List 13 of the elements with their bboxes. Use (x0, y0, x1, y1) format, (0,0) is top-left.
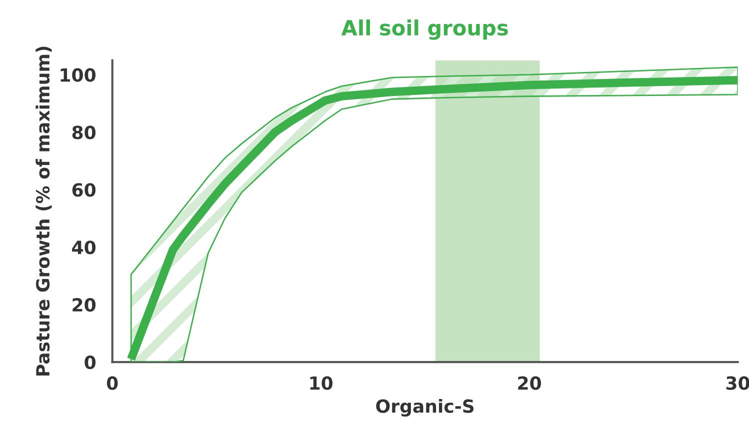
y-tick-label: 80 (72, 126, 96, 140)
y-tick-label: 0 (84, 356, 96, 370)
x-tick-label: 30 (726, 376, 749, 390)
x-axis-title: Organic-S (376, 398, 474, 417)
chart-title: All soil groups (341, 20, 508, 40)
y-tick-label: 20 (72, 298, 96, 312)
x-tick-label: 20 (518, 376, 541, 390)
y-tick-label: 40 (72, 240, 96, 254)
x-tick-label: 10 (310, 376, 333, 390)
y-axis-title: Pasture Growth (% of maximum) (36, 46, 52, 376)
y-tick-label: 100 (60, 68, 96, 82)
x-tick-label: 0 (106, 376, 118, 390)
y-tick-label: 60 (72, 183, 96, 197)
